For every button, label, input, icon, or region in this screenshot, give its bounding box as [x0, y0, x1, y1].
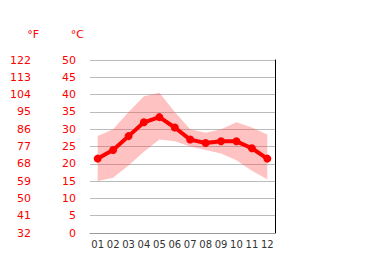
svg-text:5: 5	[69, 209, 76, 222]
svg-text:32: 32	[17, 227, 31, 240]
svg-text:03: 03	[122, 239, 135, 250]
svg-text:12: 12	[261, 239, 274, 250]
svg-text:10: 10	[62, 192, 76, 205]
svg-text:0: 0	[69, 227, 76, 240]
svg-text:11: 11	[246, 239, 259, 250]
svg-text:°C: °C	[71, 28, 85, 41]
svg-text:05: 05	[153, 239, 166, 250]
svg-text:04: 04	[138, 239, 151, 250]
svg-text:01: 01	[91, 239, 104, 250]
svg-text:45: 45	[62, 71, 76, 84]
svg-text:40: 40	[62, 88, 76, 101]
svg-text:104: 104	[10, 88, 31, 101]
svg-text:08: 08	[199, 239, 212, 250]
svg-text:41: 41	[17, 209, 31, 222]
svg-text:02: 02	[107, 239, 120, 250]
svg-text:77: 77	[17, 140, 31, 153]
svg-text:68: 68	[17, 157, 31, 170]
svg-text:°F: °F	[27, 28, 39, 41]
svg-text:35: 35	[62, 105, 76, 118]
svg-text:30: 30	[62, 123, 76, 136]
svg-text:10: 10	[230, 239, 243, 250]
svg-text:59: 59	[17, 175, 31, 188]
svg-text:113: 113	[10, 71, 31, 84]
svg-text:09: 09	[215, 239, 228, 250]
svg-text:95: 95	[17, 105, 31, 118]
svg-text:06: 06	[168, 239, 181, 250]
svg-text:86: 86	[17, 123, 31, 136]
svg-text:25: 25	[62, 140, 76, 153]
svg-text:15: 15	[62, 175, 76, 188]
svg-text:50: 50	[62, 54, 76, 67]
svg-text:50: 50	[17, 192, 31, 205]
svg-text:07: 07	[184, 239, 197, 250]
svg-text:20: 20	[62, 157, 76, 170]
svg-text:122: 122	[10, 54, 31, 67]
